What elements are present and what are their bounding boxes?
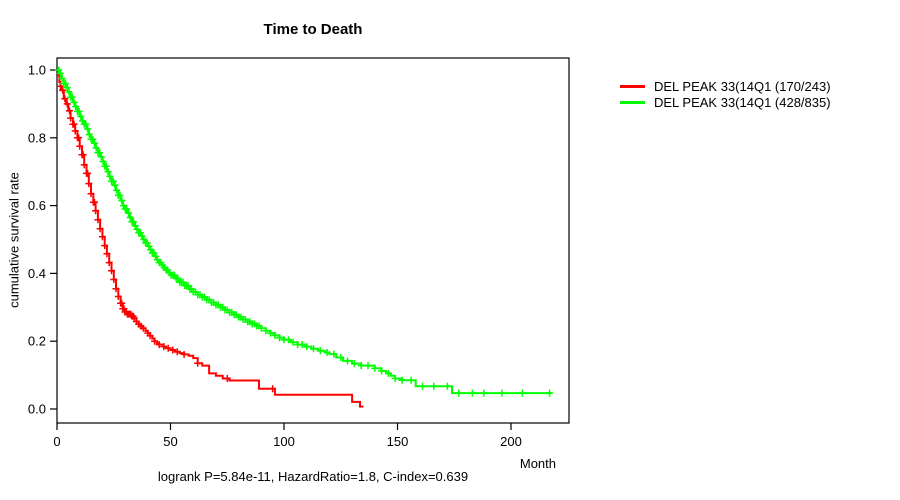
censor-marks-1	[55, 66, 554, 397]
y-tick-label: 1.0	[28, 63, 46, 78]
x-axis-label: Month	[519, 456, 556, 471]
y-tick-label: 0.4	[28, 266, 46, 281]
green-line-swatch	[620, 100, 645, 104]
plot-border	[56, 57, 570, 424]
x-tick-label: 150	[387, 434, 409, 449]
stats-caption: logrank P=5.84e-11, HazardRatio=1.8, C-i…	[157, 469, 469, 484]
legend-label-red: DEL PEAK 33(14Q1 (170/243)	[654, 78, 831, 94]
legend-item-green: DEL PEAK 33(14Q1 (428/835)	[620, 94, 831, 110]
legend-item-red: DEL PEAK 33(14Q1 (170/243)	[620, 78, 831, 94]
legend-label-green: DEL PEAK 33(14Q1 (428/835)	[654, 94, 831, 110]
x-tick-label: 0	[53, 434, 60, 449]
x-tick-label: 100	[273, 434, 295, 449]
y-tick-label: 0.6	[28, 198, 46, 213]
legend: DEL PEAK 33(14Q1 (170/243) DEL PEAK 33(1…	[620, 78, 831, 110]
y-tick-label: 0.8	[28, 130, 46, 145]
y-axis-label: cumulative survival rate	[6, 172, 22, 308]
x-tick-label: 200	[500, 434, 522, 449]
red-line-swatch	[620, 84, 645, 88]
x-tick-label: 50	[163, 434, 177, 449]
y-tick-label: 0.2	[28, 334, 46, 349]
chart-title: Time to Death	[263, 21, 363, 38]
censor-marks-0	[56, 82, 277, 393]
y-tick-label: 0.0	[28, 402, 46, 417]
